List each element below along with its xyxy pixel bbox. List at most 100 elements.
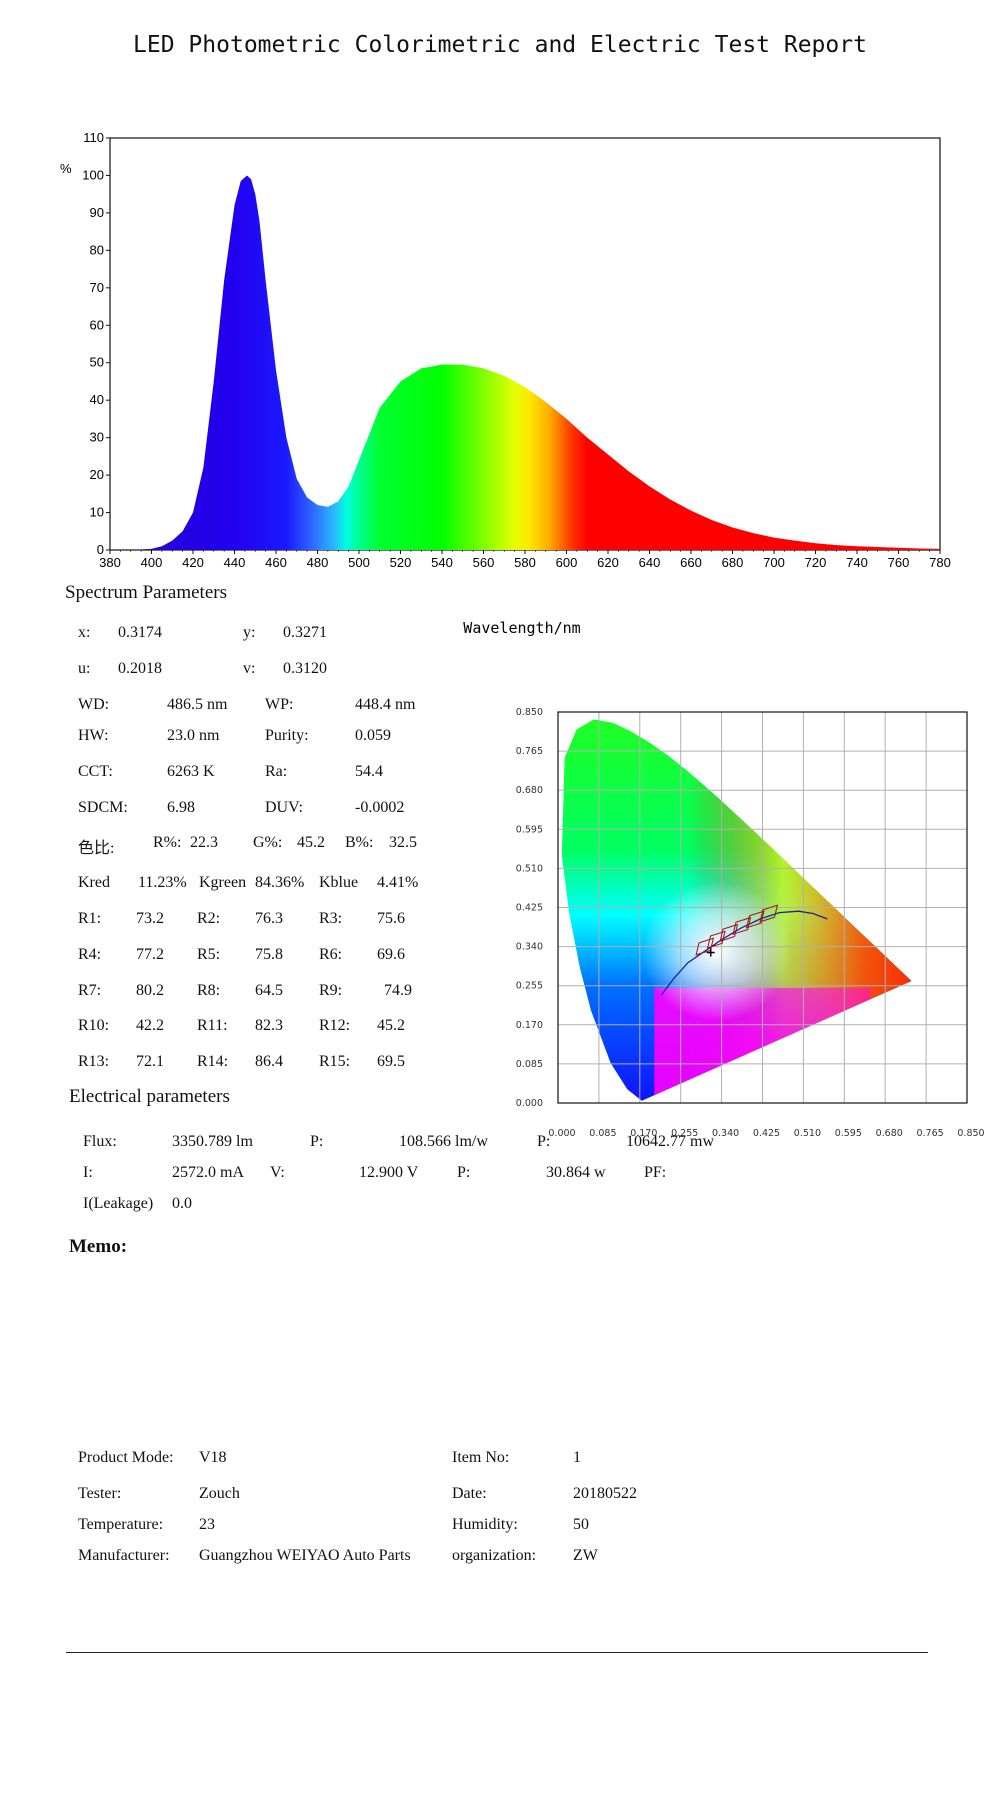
spectrum-param-cell: 54.4 bbox=[355, 763, 383, 780]
x-tick-label: 420 bbox=[182, 555, 204, 570]
spectrum-param-cell: Ra: bbox=[265, 763, 288, 780]
spectrum-param-cell: 64.5 bbox=[255, 982, 283, 999]
report-title: LED Photometric Colorimetric and Electri… bbox=[133, 32, 867, 58]
y-tick-label: 40 bbox=[90, 392, 104, 407]
spectrum-param-cell: 76.3 bbox=[255, 910, 283, 927]
spectrum-param-cell: 6263 K bbox=[167, 763, 215, 780]
spectrum-param-cell: R6: bbox=[319, 946, 343, 963]
spectrum-param-cell: R12: bbox=[319, 1017, 351, 1034]
spectrum-param-cell: 72.1 bbox=[136, 1053, 164, 1070]
spectrum-param-cell: 69.6 bbox=[377, 946, 405, 963]
x-tick-label: 440 bbox=[224, 555, 246, 570]
spectrum-param-cell: Kgreen bbox=[199, 874, 247, 891]
spectrum-param-cell: R14: bbox=[197, 1053, 229, 1070]
spectrum-param-cell: 75.6 bbox=[377, 910, 405, 927]
x-tick-label: 740 bbox=[846, 555, 868, 570]
spectrum-area bbox=[110, 175, 940, 550]
memo-label: Memo: bbox=[69, 1236, 128, 1257]
y-tick-label: 60 bbox=[90, 317, 104, 332]
y-tick-label: 90 bbox=[90, 205, 104, 220]
cie-y-tick-label: 0.340 bbox=[516, 942, 543, 953]
spectrum-param-cell: 32.5 bbox=[389, 834, 417, 851]
footer-field-cell: Item No: bbox=[452, 1449, 510, 1466]
spectrum-param-cell: u: bbox=[78, 660, 91, 677]
footer-field-cell: ZW bbox=[573, 1547, 598, 1564]
spectrum-param-cell: Kblue bbox=[319, 874, 359, 891]
spectrum-param-cell: Purity: bbox=[265, 727, 309, 744]
cie-x-tick-label: 0.255 bbox=[671, 1128, 698, 1139]
spectrum-param-cell: G%: bbox=[253, 834, 283, 851]
x-tick-label: 380 bbox=[99, 555, 121, 570]
spectrum-param-cell: R3: bbox=[319, 910, 343, 927]
spectrum-param-cell: x: bbox=[78, 624, 91, 641]
cie-x-tick-label: 0.340 bbox=[712, 1128, 739, 1139]
electrical-param-cell: 30.864 w bbox=[546, 1164, 606, 1181]
x-tick-label: 700 bbox=[763, 555, 785, 570]
electrical-param-cell: 3350.789 lm bbox=[172, 1133, 253, 1150]
spectrum-param-cell: R9: bbox=[319, 982, 343, 999]
x-tick-label: 520 bbox=[390, 555, 412, 570]
spectrum-param-cell: 11.23% bbox=[138, 874, 187, 891]
cie-x-axis: 0.000 0.085 0.170 0.255 0.340 0.425 0.510 0.595… bbox=[548, 1128, 984, 1139]
footer-field-cell: Temperature: bbox=[78, 1516, 164, 1533]
electrical-param-cell: P: bbox=[457, 1164, 471, 1181]
footer-field-cell: 50 bbox=[573, 1516, 589, 1533]
x-tick-label: 780 bbox=[929, 555, 951, 570]
cie-y-tick-label: 0.510 bbox=[516, 863, 543, 874]
cie-y-tick-label: 0.085 bbox=[516, 1059, 543, 1070]
spectrum-param-cell: R11: bbox=[197, 1017, 228, 1034]
x-tick-label: 620 bbox=[597, 555, 619, 570]
electrical-param-cell: 10642.77 mw bbox=[626, 1133, 714, 1150]
cie-y-axis: 0.000 0.085 0.170 0.255 0.340 0.425 0.510 0.595… bbox=[516, 707, 543, 1109]
y-axis-label: % bbox=[60, 161, 72, 176]
spectrum-param-cell: R2: bbox=[197, 910, 221, 927]
cie-x-tick-label: 0.000 bbox=[548, 1128, 575, 1139]
spectrum-param-cell: R10: bbox=[78, 1017, 110, 1034]
spectrum-param-cell: R1: bbox=[78, 910, 102, 927]
spectrum-param-cell: R5: bbox=[197, 946, 221, 963]
footer-field-cell: Manufacturer: bbox=[78, 1547, 170, 1564]
y-tick-label: 110 bbox=[83, 130, 104, 145]
spectrum-param-cell: 74.9 bbox=[384, 982, 412, 999]
spectrum-param-cell: 4.41% bbox=[377, 874, 419, 891]
electrical-param-cell: V: bbox=[270, 1164, 285, 1181]
footer-field-cell: organization: bbox=[452, 1547, 537, 1564]
spectrum-param-cell: WD: bbox=[78, 696, 110, 713]
spectrum-param-cell: R15: bbox=[319, 1053, 351, 1070]
x-tick-label: 720 bbox=[805, 555, 827, 570]
planckian-locus bbox=[660, 910, 828, 996]
spectrum-param-cell: 0.3174 bbox=[118, 624, 162, 641]
x-tick-label: 600 bbox=[556, 555, 578, 570]
electrical-param-cell: P: bbox=[310, 1133, 324, 1150]
y-tick-label: 10 bbox=[90, 505, 104, 520]
y-tick-label: 70 bbox=[90, 280, 104, 295]
spectrum-param-cell: HW: bbox=[78, 727, 109, 744]
spectrum-param-cell: R13: bbox=[78, 1053, 110, 1070]
spectrum-param-cell: 23.0 nm bbox=[167, 727, 220, 744]
cie-x-tick-label: 0.425 bbox=[753, 1128, 780, 1139]
electrical-param-cell: Flux: bbox=[83, 1133, 117, 1150]
spectrum-param-cell: CCT: bbox=[78, 763, 113, 780]
spectrum-param-cell: R%: bbox=[153, 834, 182, 851]
footer-field-cell: Guangzhou WEIYAO Auto Parts bbox=[199, 1547, 411, 1564]
y-tick-label: 80 bbox=[90, 242, 104, 257]
electrical-param-cell: P: bbox=[537, 1133, 551, 1150]
x-tick-label: 500 bbox=[348, 555, 370, 570]
y-tick-label: 50 bbox=[90, 355, 104, 370]
x-tick-label: 540 bbox=[431, 555, 453, 570]
footer-field-cell: 1 bbox=[573, 1449, 581, 1466]
footer-field-cell: 23 bbox=[199, 1516, 215, 1533]
spectrum-param-cell: -0.0002 bbox=[355, 799, 405, 816]
cie-y-tick-label: 0.000 bbox=[516, 1098, 543, 1109]
spectrum-param-cell: 486.5 nm bbox=[167, 696, 228, 713]
x-tick-label: 640 bbox=[639, 555, 661, 570]
cie-x-tick-label: 0.595 bbox=[835, 1128, 862, 1139]
cie-x-tick-label: 0.085 bbox=[589, 1128, 616, 1139]
measured-point-marker bbox=[706, 948, 715, 957]
cie-x-tick-label: 0.850 bbox=[957, 1128, 984, 1139]
y-tick-label: 100 bbox=[82, 167, 104, 182]
electrical-param-cell: I: bbox=[83, 1164, 93, 1181]
spectrum-param-cell: 75.8 bbox=[255, 946, 283, 963]
x-tick-label: 660 bbox=[680, 555, 702, 570]
cie-x-tick-label: 0.510 bbox=[794, 1128, 821, 1139]
